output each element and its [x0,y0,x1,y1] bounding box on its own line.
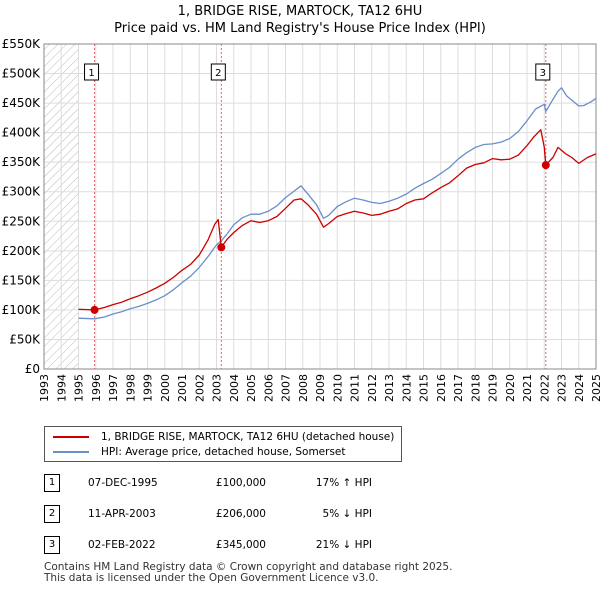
x-tick-label: 2005 [245,374,258,402]
chart-legend: 1, BRIDGE RISE, MARTOCK, TA12 6HU (detac… [44,426,402,462]
y-tick-label: £150K [2,273,42,287]
x-tick-label: 2018 [469,374,482,402]
sale-badge-box [84,63,100,81]
x-tick-label: 2025 [590,374,600,402]
legend-item-hpi: HPI: Average price, detached house, Some… [53,445,346,459]
y-tick-label: £200K [2,244,42,258]
sale-price: £206,000 [215,508,266,520]
sale-number-badge: 3 [44,536,60,554]
sale-badge-box [535,63,551,81]
x-tick-label: 1995 [73,374,86,402]
sale-number-badge: 1 [44,474,60,492]
x-tick-label: 2020 [504,374,517,402]
x-tick-label: 2022 [538,374,551,402]
footer-attribution: Contains HM Land Registry data © Crown c… [44,562,452,584]
sale-point [541,161,550,170]
y-tick-label: £0 [25,362,40,376]
chart-title-line1: 1, BRIDGE RISE, MARTOCK, TA12 6HU [177,4,423,19]
price-line [78,129,597,311]
x-tick-label: 2008 [297,374,310,402]
x-tick-label: 2012 [366,374,379,402]
sale-date: 11-APR-2003 [88,508,156,520]
sale-hpi-delta: 17% ↑ HPI [315,477,372,489]
x-tick-label: 2021 [521,374,534,402]
x-tick-label: 2007 [280,374,293,402]
x-tick-label: 1993 [38,374,51,402]
x-tick-label: 2014 [400,374,413,402]
x-tick-label: 2009 [314,374,327,402]
sale-number-badge: 2 [44,505,60,523]
x-tick-label: 2015 [418,374,431,402]
x-tick-label: 2006 [262,374,275,402]
y-tick-label: £50K [9,332,41,346]
footer-license: This data is licensed under the Open Gov… [44,572,379,584]
sale-row: 2 11-APR-2003 £206,000 5% ↓ HPI [0,505,600,523]
y-tick-label: £350K [2,155,42,169]
sale-hpi-delta: 21% ↓ HPI [315,539,372,551]
y-tick-label: £100K [2,303,42,317]
sale-point [217,243,226,252]
x-tick-label: 2023 [556,374,569,402]
sale-price: £100,000 [215,477,266,489]
x-tick-label: 1996 [90,374,103,402]
y-tick-label: £400K [2,126,42,140]
legend-swatch-price [53,436,89,438]
sale-badge-label: 3 [540,68,546,79]
chart-title: 1, BRIDGE RISE, MARTOCK, TA12 6HU Price … [0,3,600,37]
legend-swatch-hpi [53,451,89,453]
y-tick-label: £550K [2,37,42,51]
y-tick-label: £500K [2,67,42,81]
sale-hpi-delta: 5% ↓ HPI [322,508,372,520]
x-tick-label: 2002 [193,374,206,402]
footer-copyright: Contains HM Land Registry data © Crown c… [44,561,453,573]
y-tick-label: £450K [2,96,42,110]
plot-area-border [43,43,597,370]
y-tick-label: £300K [2,185,42,199]
sale-badge-box [210,63,226,81]
hpi-line [78,87,597,320]
x-tick-label: 2003 [211,374,224,402]
x-tick-label: 2004 [228,374,241,402]
sale-row: 3 02-FEB-2022 £345,000 21% ↓ HPI [0,536,600,554]
sale-badge-label: 2 [215,68,221,79]
x-tick-label: 1998 [124,374,137,402]
x-tick-label: 2017 [452,374,465,402]
sale-point [90,305,99,314]
price-chart: 1 2 3 £0 £50K £100K £150K £200K £250K £300K £350K… [2,37,600,402]
x-tick-label: 2001 [176,374,189,402]
sale-date: 02-FEB-2022 [88,539,156,551]
x-tick-label: 2016 [435,374,448,402]
x-tick-label: 1999 [142,374,155,402]
legend-label-price: 1, BRIDGE RISE, MARTOCK, TA12 6HU (detac… [101,431,395,443]
legend-label-hpi: HPI: Average price, detached house, Some… [101,446,346,458]
chart-title-line2: Price paid vs. HM Land Registry's House … [114,21,486,36]
x-tick-label: 1994 [55,374,68,402]
sale-row: 1 07-DEC-1995 £100,000 17% ↑ HPI [0,474,600,492]
x-tick-label: 1997 [107,374,120,402]
x-tick-label: 2011 [349,374,362,402]
y-tick-label: £250K [2,214,42,228]
x-tick-label: 2010 [331,374,344,402]
x-tick-label: 2019 [487,374,500,402]
x-tick-label: 2024 [573,374,586,402]
sale-price: £345,000 [215,539,266,551]
legend-item-price: 1, BRIDGE RISE, MARTOCK, TA12 6HU (detac… [53,430,394,444]
sale-badge-label: 1 [88,68,94,79]
x-tick-label: 2013 [383,374,396,402]
x-tick-label: 2000 [159,374,172,402]
sale-date: 07-DEC-1995 [88,477,158,489]
